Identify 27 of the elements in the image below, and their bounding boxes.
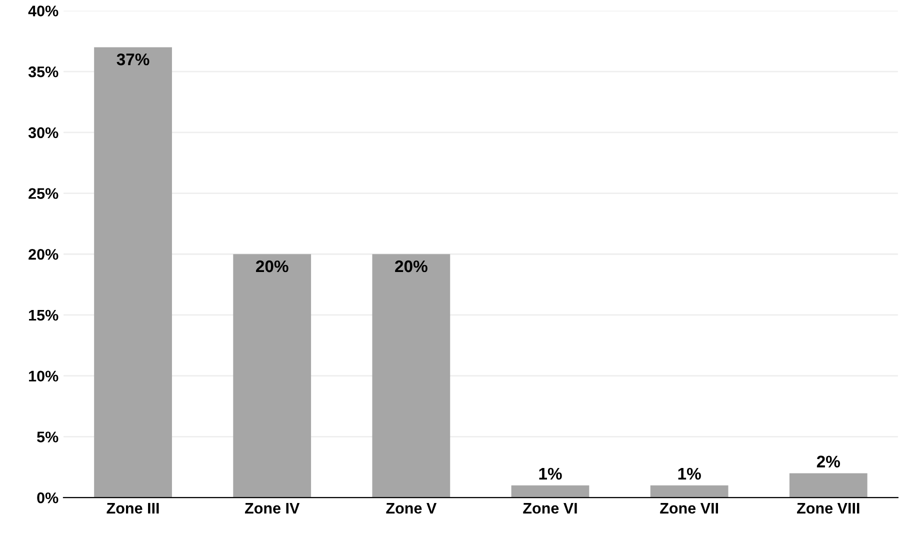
y-tick-label: 25%	[28, 188, 58, 199]
y-tick-label: 20%	[28, 248, 58, 260]
y-tick-label: 35%	[28, 66, 58, 78]
bar	[372, 254, 450, 498]
data-label: 2%	[816, 456, 840, 468]
y-tick-label: 15%	[29, 310, 58, 321]
data-label: 37%	[116, 53, 150, 66]
bar	[233, 254, 312, 498]
bar	[650, 485, 728, 498]
x-tick-label: Zone V	[386, 502, 437, 514]
x-tick-label: Zone VI	[523, 502, 577, 514]
y-tick-label: 0%	[37, 492, 58, 504]
y-tick-label: 10%	[29, 370, 58, 382]
y-tick-label: 40%	[28, 6, 58, 16]
x-tick-label: Zone III	[106, 502, 159, 514]
x-tick-label: Zone IV	[244, 502, 300, 514]
data-label: 1%	[539, 468, 562, 480]
y-tick-label: 30%	[28, 127, 58, 138]
data-label: 1%	[678, 468, 701, 480]
bar	[94, 47, 172, 498]
x-tick-label: Zone VIII	[797, 502, 860, 514]
x-tick-label: Zone VII	[660, 502, 718, 514]
y-tick-label: 5%	[37, 432, 58, 442]
bar	[789, 473, 868, 498]
data-label: 20%	[395, 260, 428, 272]
data-label: 20%	[256, 260, 288, 272]
bar	[511, 485, 590, 498]
